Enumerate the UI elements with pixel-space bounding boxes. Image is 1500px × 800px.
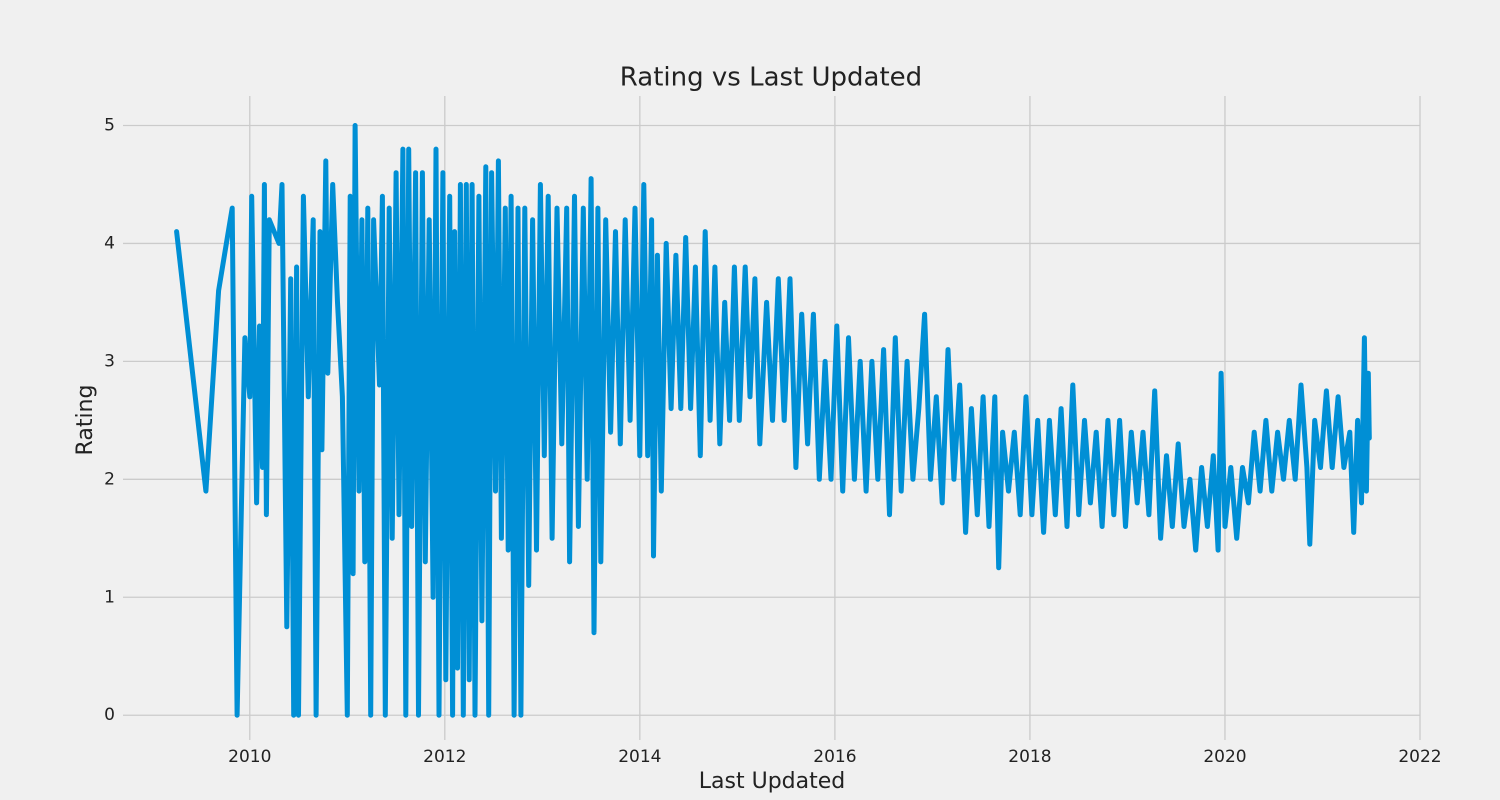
y-tick-label: 1 [104,587,115,607]
x-tick-label: 2016 [813,747,856,767]
chart-title: Rating vs Last Updated [620,63,922,93]
y-axis-label: Rating [73,385,98,456]
x-tick-label: 2010 [228,747,271,767]
x-tick-label: 2020 [1203,747,1246,767]
y-tick-label: 4 [104,233,115,253]
x-tick-label: 2014 [618,747,661,767]
y-tick-label: 5 [104,115,115,135]
x-tick-label: 2018 [1008,747,1051,767]
x-tick-label: 2022 [1398,747,1441,767]
data-line [174,123,1372,718]
x-axis-label: Last Updated [699,769,845,794]
x-tick-label: 2012 [423,747,466,767]
y-tick-label: 2 [104,469,115,489]
y-tick-label: 3 [104,351,115,371]
y-tick-label: 0 [104,705,115,725]
